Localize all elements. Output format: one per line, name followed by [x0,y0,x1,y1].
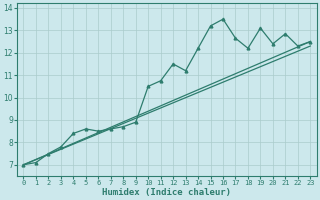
X-axis label: Humidex (Indice chaleur): Humidex (Indice chaleur) [102,188,231,197]
